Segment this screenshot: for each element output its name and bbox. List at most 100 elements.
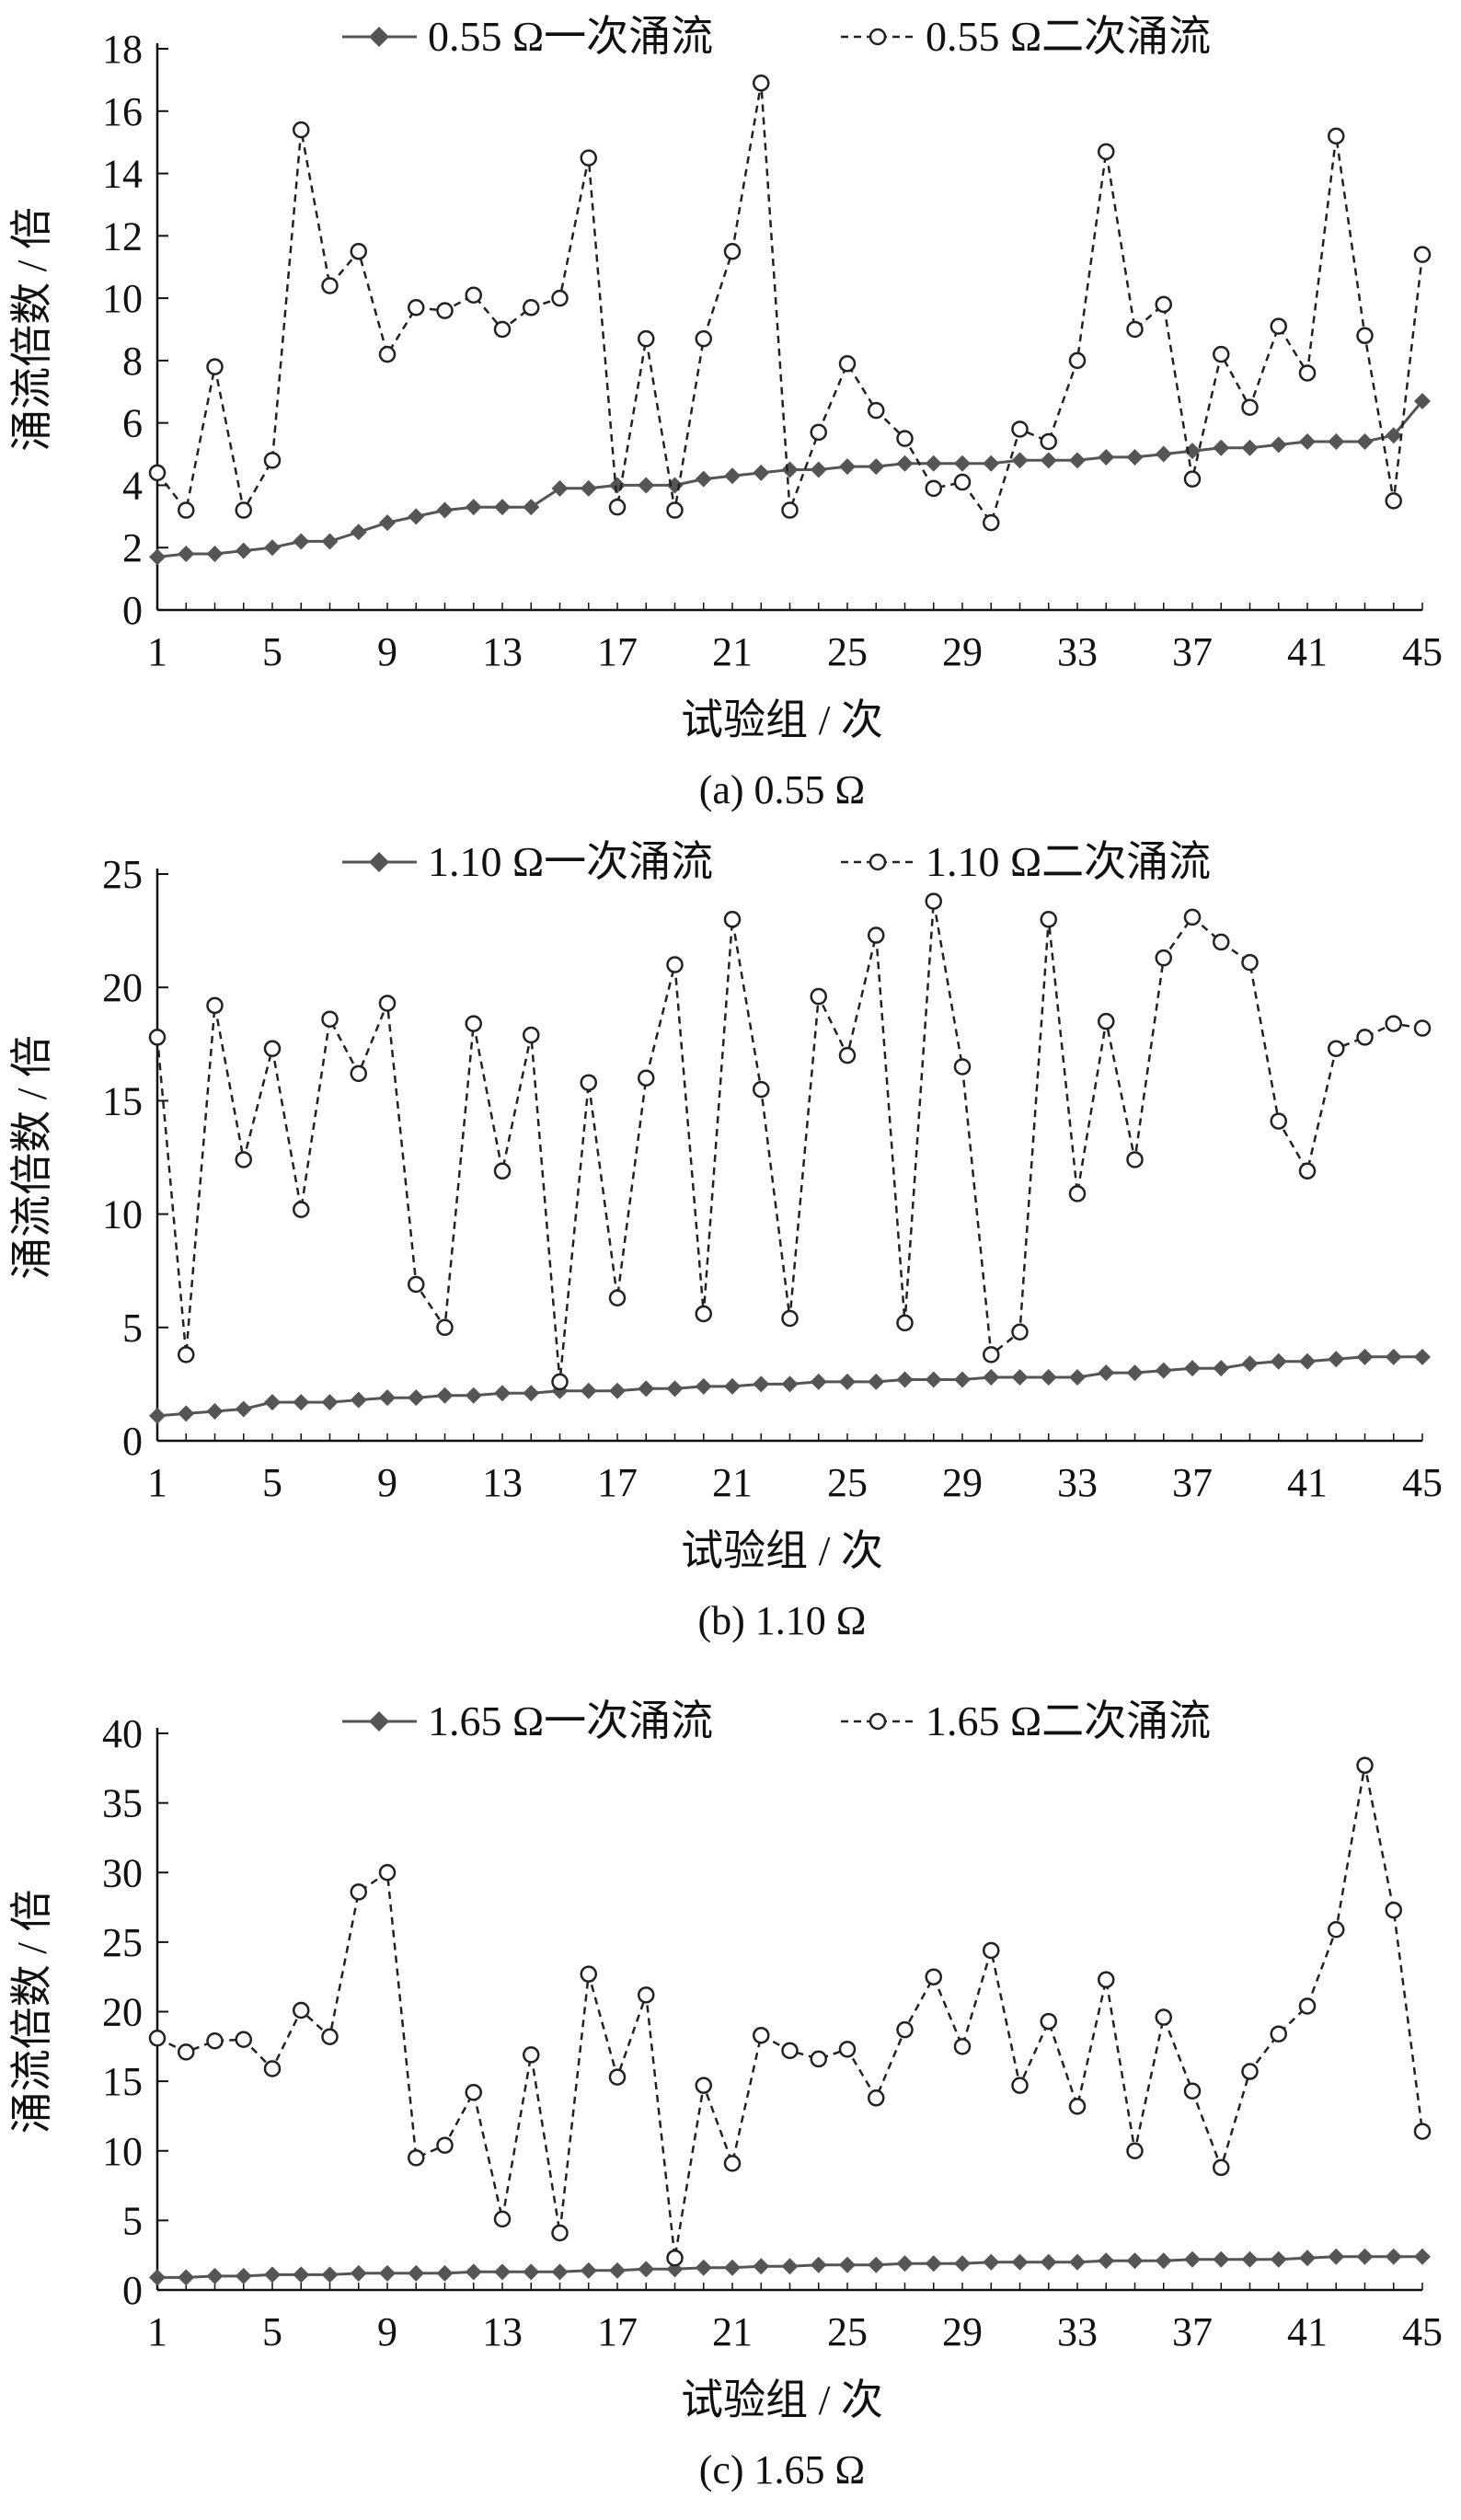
data-point-secondary: [1413, 1019, 1432, 1037]
data-point-secondary: [1183, 2082, 1202, 2100]
data-point-secondary: [1213, 933, 1230, 951]
x-tick-label: 37: [1172, 629, 1213, 674]
data-point-secondary: [1068, 1185, 1087, 1202]
data-point-secondary: [493, 2210, 512, 2228]
panel-caption: (a) 0.55 Ω: [699, 767, 866, 812]
data-point-secondary: [1270, 2025, 1287, 2042]
data-point-secondary: [378, 345, 397, 363]
data-point-secondary: [465, 286, 482, 304]
data-point-secondary: [1011, 1323, 1029, 1341]
data-point-secondary: [1155, 295, 1172, 314]
data-point-secondary: [1385, 492, 1402, 510]
x-tick-label: 29: [942, 1460, 983, 1505]
y-tick-label: 6: [122, 401, 143, 446]
legend-label-secondary: 0.55 Ω二次涌流: [926, 13, 1211, 60]
data-point-secondary: [753, 2026, 770, 2044]
data-point-primary: [465, 1387, 482, 1404]
x-tick-label: 17: [597, 629, 638, 674]
data-point-secondary: [436, 2136, 454, 2154]
data-point-secondary: [666, 956, 684, 973]
data-point-primary: [868, 1373, 885, 1390]
data-point-primary: [321, 2266, 339, 2284]
data-point-secondary: [350, 1883, 367, 1901]
x-tick-label: 13: [482, 629, 523, 674]
y-tick-label: 15: [102, 2059, 143, 2104]
data-point-primary: [1385, 1348, 1402, 1365]
data-point-primary: [1414, 2248, 1431, 2265]
data-point-primary: [983, 1369, 1000, 1387]
data-point-primary: [609, 2261, 626, 2279]
x-tick-label: 25: [827, 2309, 868, 2354]
y-tick-label: 14: [102, 152, 143, 197]
data-point-secondary: [983, 1941, 1000, 1960]
data-point-secondary: [408, 2149, 425, 2167]
data-point-primary: [896, 455, 914, 472]
data-point-secondary: [1241, 398, 1259, 416]
chart-panel-a: 0 2 4 6 8 10 12 14 16 18 1 5 9 13 17 21 25 29 33 37 41 45 试验组 …: [8, 13, 1443, 812]
data-point-secondary: [1413, 2123, 1432, 2140]
data-point-secondary: [983, 1346, 1000, 1364]
data-point-secondary: [953, 1058, 972, 1076]
data-point-secondary: [1011, 420, 1029, 438]
x-tick-label: 29: [942, 629, 983, 674]
data-point-primary: [235, 1400, 252, 1418]
data-point-primary: [1184, 2250, 1201, 2268]
data-point-secondary: [1155, 2008, 1172, 2026]
data-point-primary: [1270, 436, 1287, 454]
data-point-primary: [580, 2261, 597, 2279]
data-point-secondary: [638, 1986, 655, 2004]
x-tick-label: 37: [1172, 2309, 1213, 2354]
data-point-secondary: [1213, 2158, 1230, 2177]
data-point-primary: [494, 2263, 511, 2281]
data-point-primary: [1241, 1355, 1259, 1373]
legend-label-primary: 0.55 Ω一次涌流: [428, 13, 713, 60]
data-point-primary: [1328, 2248, 1345, 2265]
data-point-primary: [1299, 433, 1316, 450]
legend-label-secondary: 1.65 Ω二次涌流: [926, 1697, 1211, 1744]
data-point-secondary: [1356, 1756, 1374, 1775]
data-point-secondary: [925, 1968, 942, 1985]
data-point-secondary: [695, 329, 712, 348]
data-point-secondary: [1270, 317, 1287, 335]
legend-marker-primary: [369, 1711, 389, 1732]
data-point-secondary: [493, 1162, 512, 1180]
data-point-primary: [1040, 2253, 1057, 2271]
data-point-secondary: [235, 1151, 252, 1168]
data-point-primary: [810, 1373, 827, 1390]
y-tick-label: 25: [102, 852, 143, 897]
legend-marker-primary: [369, 27, 389, 47]
data-point-secondary: [868, 2089, 885, 2107]
data-point-secondary: [838, 355, 857, 373]
data-point-primary: [1098, 448, 1115, 466]
data-point-secondary: [1183, 908, 1202, 926]
data-point-primary: [724, 2259, 741, 2276]
x-tick-label: 1: [147, 2309, 167, 2354]
data-point-primary: [896, 1371, 914, 1388]
data-point-primary: [925, 1371, 942, 1388]
y-tick-label: 16: [102, 89, 143, 134]
data-point-primary: [925, 2255, 942, 2273]
y-tick-label: 10: [102, 1192, 143, 1237]
x-tick-label: 37: [1172, 1460, 1213, 1505]
data-point-secondary: [608, 2068, 627, 2086]
data-point-secondary: [868, 926, 885, 944]
data-point-primary: [1270, 2250, 1287, 2268]
y-tick-label: 18: [102, 27, 143, 72]
x-tick-label: 17: [597, 1460, 638, 1505]
legend-marker-secondary: [869, 853, 887, 871]
data-point-primary: [1299, 1352, 1316, 1370]
data-point-secondary: [810, 2050, 827, 2068]
data-point-primary: [1098, 1364, 1115, 1382]
data-point-primary: [580, 1382, 597, 1399]
data-point-secondary: [1270, 1112, 1287, 1130]
series-line-primary: [156, 399, 1424, 558]
data-point-primary: [1328, 433, 1345, 450]
y-tick-label: 12: [102, 213, 143, 259]
data-point-primary: [1414, 1348, 1431, 1365]
data-point-primary: [580, 479, 597, 497]
data-point-secondary: [925, 479, 942, 498]
x-tick-label: 1: [147, 1460, 167, 1505]
data-point-primary: [408, 1389, 425, 1407]
y-axis-title: 涌流倍数 / 倍: [8, 1890, 55, 2135]
